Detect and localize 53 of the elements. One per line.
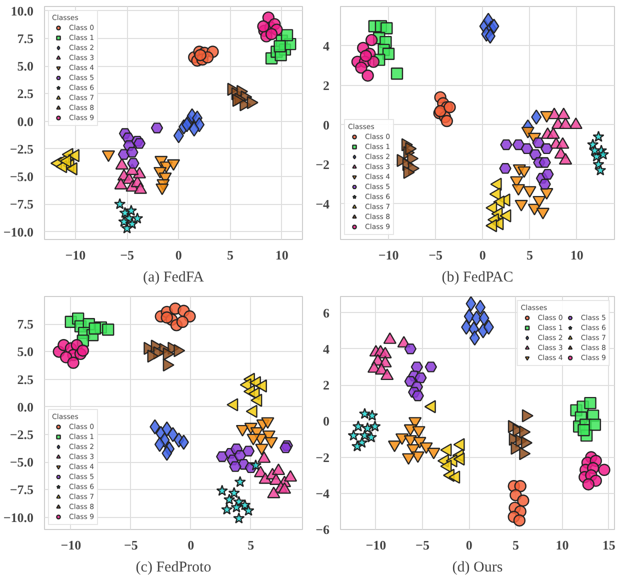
x-tick-label: −5	[124, 538, 138, 552]
x-tick-label: −10	[366, 538, 386, 552]
y-tick-label: −2	[316, 450, 330, 465]
x-tick-label: 15	[602, 538, 616, 552]
x-tick-label: −5	[416, 538, 430, 552]
y-tick-label: −7.5	[10, 196, 34, 212]
x-tick-label: 5	[526, 248, 534, 262]
x-tick-label: −10	[378, 248, 399, 262]
y-tick-label: 0	[323, 117, 330, 132]
y-tick-label: 0	[323, 414, 330, 429]
x-tick-label: −5	[120, 248, 135, 262]
y-tick-label: 2	[323, 78, 330, 93]
x-tick-label: 0	[188, 538, 194, 552]
y-tick-label: −10.0	[3, 224, 34, 240]
y-tick-label: 4	[323, 341, 330, 356]
y-tick-label: −2.5	[10, 141, 34, 156]
y-tick-label: 5.0	[17, 344, 34, 360]
y-tick-label: 4	[323, 38, 330, 54]
y-tick-label: −7.5	[10, 482, 34, 498]
y-tick-label: 0.0	[17, 114, 34, 129]
y-tick-label: 5.0	[17, 58, 34, 74]
y-tick-label: 2.5	[17, 86, 34, 102]
y-tick-label: −5.0	[10, 169, 34, 184]
y-tick-label: −4	[316, 486, 330, 501]
y-tick-label: 10.0	[10, 3, 34, 18]
y-tick-label: 7.5	[17, 31, 34, 46]
y-tick-label: −6	[316, 522, 330, 537]
x-tick-label: 10	[275, 248, 288, 262]
x-tick-label: −5	[428, 248, 444, 262]
y-tick-label: 2.5	[17, 372, 34, 387]
x-tick-label: 0	[175, 248, 182, 262]
x-tick-label: 5	[512, 538, 520, 552]
y-tick-label: 0.0	[17, 399, 34, 414]
x-tick-label: 10	[570, 248, 584, 262]
y-tick-label: −2	[316, 156, 330, 172]
x-tick-label: 0	[479, 248, 486, 262]
y-tick-label: 7.5	[17, 316, 34, 332]
y-tick-label: 2	[323, 378, 330, 393]
text: (a) FedFA	[143, 270, 204, 286]
y-tick-label: 6	[323, 305, 330, 320]
x-tick-label: −10	[65, 248, 86, 262]
text: (c) FedProto	[136, 560, 212, 576]
x-tick-label: 5	[227, 248, 234, 262]
text: (d) Ours	[452, 560, 503, 576]
y-tick-label: −2.5	[10, 427, 34, 442]
x-tick-label: −10	[60, 538, 82, 552]
x-tick-label: 5	[248, 538, 255, 552]
y-tick-label: −4	[316, 196, 330, 212]
y-tick-label: −10.0	[3, 510, 34, 525]
y-tick-label: −5.0	[10, 454, 34, 470]
x-tick-label: 0	[466, 538, 472, 552]
x-tick-label: 10	[556, 538, 569, 552]
text: (b) FedPAC	[442, 270, 514, 286]
